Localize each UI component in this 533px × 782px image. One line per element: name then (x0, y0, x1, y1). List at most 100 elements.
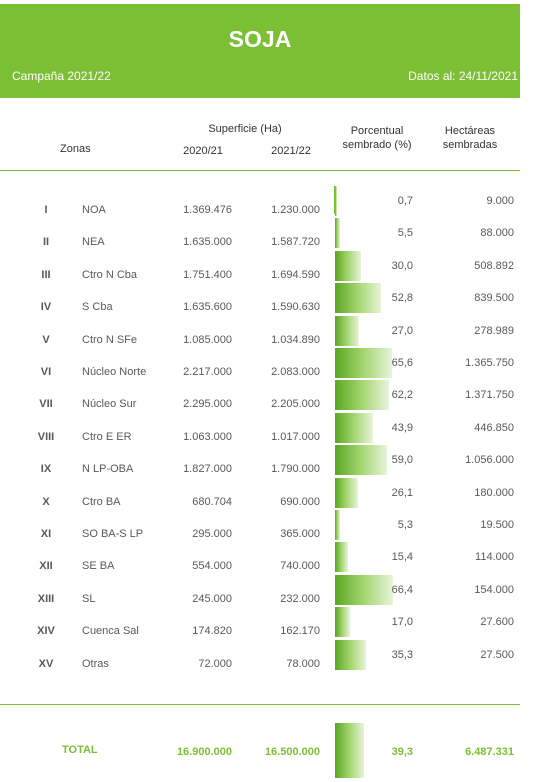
percent-bar (335, 542, 349, 573)
surface-2021: 162.170 (280, 625, 320, 638)
table-row: VII Núcleo Sur 2.295.000 2.205.000 62,2 1.371… (0, 380, 533, 412)
zone-number: I (44, 204, 48, 216)
surface-2020: 295.000 (192, 528, 232, 540)
zone-name: Ctro N Cba (82, 268, 138, 281)
surface-2020: 1.369.476 (183, 204, 232, 216)
zone-name: SL (82, 592, 96, 605)
percent-sown: 52,8 (391, 292, 413, 305)
surface-2021: 740.000 (280, 560, 320, 573)
surface-2021: 1.034.890 (271, 333, 320, 346)
percent-bar (335, 607, 350, 638)
zone-name: Otras (82, 657, 109, 670)
percent-sown: 30,0 (391, 259, 413, 272)
bar-baseline (334, 186, 335, 214)
table-row: XV Otras 72.000 78.000 35,3 27.500 (0, 639, 533, 672)
percent-bar (335, 380, 390, 411)
percent-sown: 0,7 (397, 195, 413, 207)
zone-number: VIII (37, 430, 55, 443)
header-percent: Porcentual sembrado (%) (335, 124, 419, 152)
header-zones: Zonas (60, 143, 91, 155)
surface-2020: 554.000 (192, 560, 232, 573)
zone-number: VII (39, 398, 53, 411)
hectares-sown: 27.600 (480, 616, 514, 629)
percent-sown: 27,0 (391, 324, 413, 337)
surface-2021: 232.000 (280, 592, 320, 605)
zone-number: III (41, 268, 51, 281)
surface-2021: 1.590.630 (271, 301, 320, 314)
hectares-sown: 114.000 (475, 551, 514, 564)
zone-name: N LP-OBA (82, 463, 134, 476)
zone-number: XIII (37, 592, 55, 605)
zone-name: Núcleo Norte (82, 366, 147, 378)
total-percent: 39,3 (391, 746, 413, 758)
header-hectares-line2: sembradas (442, 139, 498, 151)
percent-bar (335, 283, 382, 314)
surface-2020: 2.217.000 (183, 366, 232, 378)
percent-sown: 59,0 (391, 454, 413, 467)
zone-number: IV (40, 301, 52, 314)
surface-2020: 1.827.000 (183, 463, 232, 476)
table-row: XII SE BA 554.000 740.000 15,4 114.000 (0, 542, 533, 574)
percent-sown: 5,5 (397, 227, 413, 240)
percent-bar (335, 348, 393, 378)
report-title: SOJA (228, 26, 292, 52)
hectares-sown: 1.371.750 (465, 389, 514, 402)
zone-name: Núcleo Sur (82, 398, 137, 411)
percent-bar (335, 510, 340, 540)
surface-2021: 1.694.590 (271, 268, 320, 281)
zone-name: NEA (82, 236, 105, 249)
table-row: I NOA 1.369.476 1.230.000 0,7 9.000 (0, 186, 533, 218)
campaign-label: Campaña 2021/22 (12, 69, 111, 83)
surface-2021: 1.587.720 (271, 236, 320, 249)
surface-2021: 690.000 (280, 495, 320, 508)
table-row: IX N LP-OBA 1.827.000 1.790.000 59,0 1.056.00… (0, 445, 533, 477)
surface-2021: 1.790.000 (271, 463, 320, 476)
table-row: II NEA 1.635.000 1.587.720 5,5 88.000 (0, 218, 533, 250)
surface-2020: 1.635.600 (183, 301, 232, 314)
percent-bar (335, 412, 374, 443)
percent-sown: 5,3 (397, 519, 413, 531)
zone-number: V (42, 333, 50, 346)
zone-number: XI (40, 528, 52, 540)
header-percent-line1: Porcentual (350, 125, 404, 137)
hectares-sown: 1.056.000 (465, 454, 514, 467)
total-divider (0, 704, 520, 705)
zone-name: Ctro E ER (82, 430, 132, 443)
surface-2021: 78.000 (286, 657, 320, 670)
zone-name: S Cba (82, 301, 113, 314)
header-surface: Superficie (Ha) (208, 123, 282, 135)
table-row: VI Núcleo Norte 2.217.000 2.083.000 65,6 1.36… (0, 348, 533, 380)
surface-2020: 1.085.000 (183, 333, 232, 346)
percent-sown: 65,6 (391, 357, 413, 369)
table-row: III Ctro N Cba 1.751.400 1.694.590 30,0 508.8… (0, 250, 533, 283)
hectares-sown: 180.000 (474, 486, 514, 499)
table-row: X Ctro BA 680.704 690.000 26,1 180.000 (0, 477, 533, 510)
zone-name: Ctro BA (82, 495, 121, 508)
total-surface-2021: 16.500.000 (264, 746, 320, 758)
table-row: XIII SL 245.000 232.000 66,4 154.000 (0, 574, 533, 607)
hectares-sown: 19.500 (480, 519, 514, 531)
total-hectares: 6.487.331 (465, 746, 514, 758)
surface-2021: 365.000 (280, 528, 320, 540)
header-divider (0, 170, 520, 171)
surface-2020: 245.000 (192, 592, 232, 605)
total-row: TOTAL 16.900.000 16.500.000 39,3 6.487.3… (0, 723, 533, 778)
percent-sown: 35,3 (391, 648, 413, 661)
percent-sown: 26,1 (391, 486, 413, 499)
hectares-sown: 278.989 (474, 324, 514, 337)
zone-number: XIV (37, 625, 55, 638)
zone-number: XII (39, 560, 53, 573)
table-row: VIII Ctro E ER 1.063.000 1.017.000 43,9 446.8… (0, 412, 533, 445)
percent-bar (335, 250, 362, 281)
surface-2020: 72.000 (198, 657, 232, 670)
hectares-sown: 839.500 (474, 292, 514, 305)
zone-number: XV (38, 657, 54, 670)
percent-bar (335, 445, 387, 476)
zone-number: X (42, 495, 50, 508)
percent-sown: 15,4 (391, 551, 413, 564)
hectares-sown: 27.500 (480, 648, 514, 661)
percent-sown: 17,0 (391, 616, 413, 629)
percent-sown: 66,4 (391, 583, 413, 596)
total-surface-2020: 16.900.000 (176, 746, 232, 758)
hectares-sown: 88.000 (480, 227, 514, 240)
